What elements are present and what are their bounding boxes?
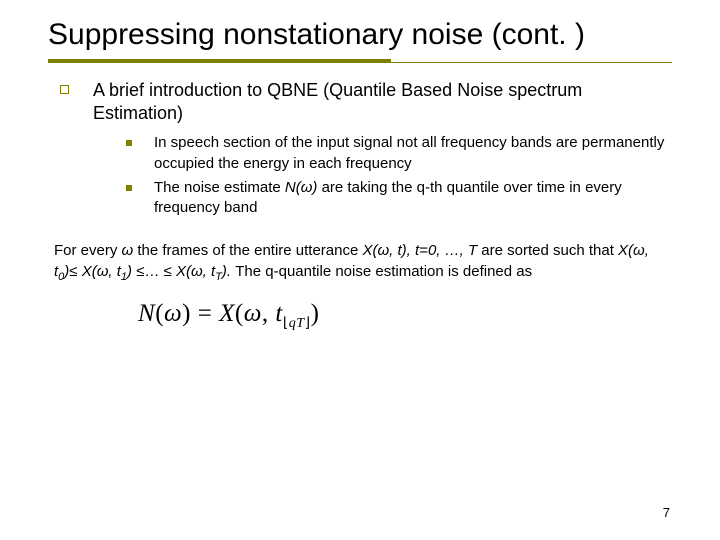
math-inline: ) — [127, 263, 136, 280]
bullet-level1: A brief introduction to QBNE (Quantile B… — [60, 79, 672, 126]
subscript: T — [215, 271, 222, 283]
level2-text: The noise estimate N(ω) are taking the q… — [154, 178, 672, 219]
square-solid-icon — [126, 140, 132, 146]
page-number: 7 — [663, 505, 670, 520]
math-inline: X(ω, t — [176, 263, 215, 280]
eq-omega: ω — [244, 300, 262, 327]
text-run: ≤ — [69, 263, 81, 280]
eq-paren: ) — [182, 300, 191, 327]
bullet-level2: In speech section of the input signal no… — [126, 133, 672, 174]
eq-equals: = — [191, 300, 219, 327]
eq-t: t — [275, 300, 282, 327]
body-paragraph: For every ω the frames of the entire utt… — [54, 240, 666, 285]
eq-paren: ( — [235, 300, 244, 327]
math-inline: X(ω, t — [82, 263, 121, 280]
square-solid-icon — [126, 185, 132, 191]
math-inline: ). — [222, 263, 235, 280]
eq-paren: ) — [311, 300, 320, 327]
text-run: The q-quantile noise estimation is defin… — [235, 263, 532, 280]
math-inline: ω — [122, 242, 134, 259]
text-run: The noise estimate — [154, 179, 285, 196]
eq-omega: ω — [164, 300, 182, 327]
eq-X: X — [219, 300, 235, 327]
text-run: the frames of the entire utterance — [133, 242, 362, 259]
eq-qT: qT — [289, 316, 305, 331]
title-underline — [48, 59, 672, 63]
equation: N(ω) = X(ω, t⌊qT⌋) — [138, 300, 672, 332]
text-run: ≤… ≤ — [136, 263, 176, 280]
equation-text: N(ω) = X(ω, t⌊qT⌋) — [138, 300, 319, 327]
square-open-icon — [60, 85, 69, 94]
eq-lhs: N — [138, 300, 155, 327]
eq-comma: , — [262, 300, 276, 327]
text-run: are sorted such that — [477, 242, 618, 259]
slide-title: Suppressing nonstationary noise (cont. ) — [48, 18, 672, 53]
eq-paren: ( — [155, 300, 164, 327]
math-inline: N(ω) — [285, 179, 318, 196]
math-inline: X(ω, t), t=0, …, T — [363, 242, 478, 259]
eq-subscript: ⌊qT⌋ — [283, 316, 311, 331]
level2-text: In speech section of the input signal no… — [154, 133, 672, 174]
slide: Suppressing nonstationary noise (cont. )… — [0, 0, 720, 540]
level1-text: A brief introduction to QBNE (Quantile B… — [93, 79, 672, 126]
bullet-level2: The noise estimate N(ω) are taking the q… — [126, 178, 672, 219]
text-run: For every — [54, 242, 122, 259]
